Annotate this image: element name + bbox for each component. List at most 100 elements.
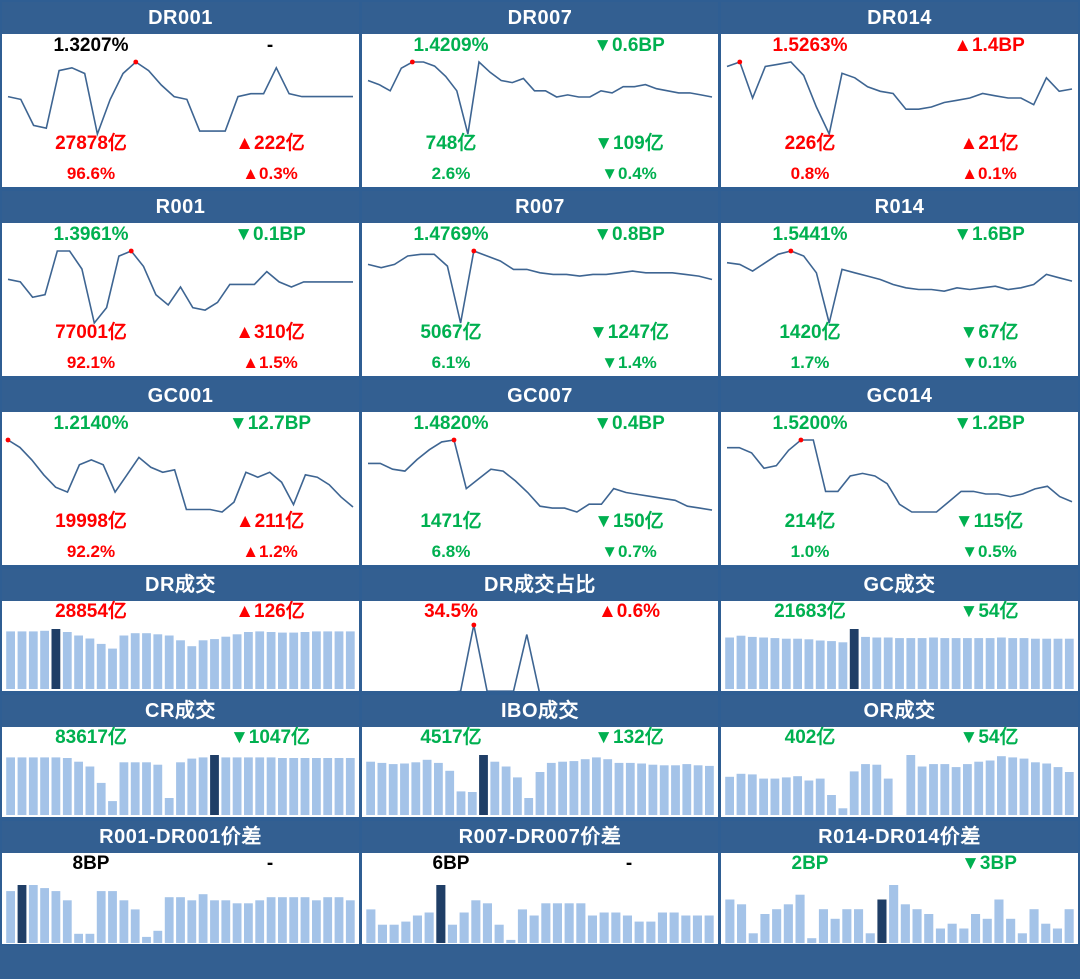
panel-body: 28854亿 ▲126亿 bbox=[2, 601, 359, 691]
panel-ibo_vol: IBO成交 4517亿 ▼132亿 bbox=[362, 695, 718, 817]
bar bbox=[278, 897, 287, 943]
bar bbox=[692, 915, 702, 943]
volume-change: ▲211亿 bbox=[235, 511, 305, 532]
bar bbox=[334, 758, 344, 815]
rate-change: ▼0.1BP bbox=[234, 224, 306, 245]
bar bbox=[940, 638, 950, 689]
bar bbox=[142, 936, 151, 943]
share-value: 1.0% bbox=[790, 542, 830, 561]
bar bbox=[861, 764, 870, 815]
bar-chart bbox=[725, 755, 1074, 815]
bar bbox=[781, 638, 791, 689]
panel-title: R007 bbox=[362, 191, 718, 223]
bar bbox=[783, 904, 793, 943]
bar bbox=[459, 912, 469, 943]
bar bbox=[622, 915, 632, 943]
bar bbox=[671, 765, 680, 815]
panel-body: 402亿 ▼54亿 bbox=[721, 727, 1078, 817]
highlight-point bbox=[471, 622, 477, 628]
bar bbox=[963, 638, 972, 689]
share-value: 1.7% bbox=[790, 353, 830, 372]
panel-body: 1.3207% - 27878亿 ▲222亿 96.6% ▲0.3% bbox=[2, 34, 359, 187]
bar bbox=[334, 897, 344, 943]
panel-body: 83617亿 ▼1047亿 bbox=[2, 727, 359, 817]
bar bbox=[704, 915, 714, 943]
bar bbox=[62, 632, 72, 689]
bar bbox=[266, 757, 276, 815]
bar bbox=[377, 762, 387, 815]
panel-title: R014-DR014价差 bbox=[721, 821, 1078, 853]
rate-value: 34.5% bbox=[424, 601, 478, 622]
bar bbox=[467, 792, 477, 815]
bar bbox=[411, 762, 421, 815]
bar bbox=[838, 642, 848, 689]
bar bbox=[682, 764, 692, 815]
volume-value: 226亿 bbox=[784, 133, 836, 154]
bar bbox=[580, 759, 590, 815]
series-line bbox=[7, 60, 353, 137]
line-chart bbox=[726, 437, 1073, 513]
bar bbox=[1031, 638, 1040, 689]
bar bbox=[736, 635, 746, 689]
bar bbox=[838, 808, 848, 815]
bar bbox=[849, 771, 859, 815]
bar-chart bbox=[366, 885, 714, 943]
bar bbox=[108, 891, 117, 943]
bar bbox=[96, 643, 106, 689]
bar bbox=[108, 801, 117, 815]
panel-title: R001-DR001价差 bbox=[2, 821, 359, 853]
rate-change: ▲0.6% bbox=[597, 601, 661, 622]
bar bbox=[1006, 918, 1016, 943]
bar bbox=[187, 646, 197, 689]
bar bbox=[985, 760, 995, 815]
panel-dr007: DR007 1.4209% ▼0.6BP 748亿 ▼109亿 2.6% ▼0.4% bbox=[362, 2, 718, 187]
bar bbox=[935, 928, 945, 943]
bar bbox=[576, 903, 586, 943]
series-line bbox=[367, 60, 713, 135]
bar bbox=[198, 757, 208, 815]
share-change: ▲1.2% bbox=[242, 542, 298, 561]
line-chart bbox=[367, 437, 713, 513]
bar bbox=[6, 631, 15, 689]
bar bbox=[513, 777, 522, 815]
volume-value: 5067亿 bbox=[420, 322, 482, 343]
panel-gc007: GC007 1.4820% ▼0.4BP 1471亿 ▼150亿 6.8% ▼0.7% bbox=[362, 380, 718, 565]
bar bbox=[541, 903, 551, 943]
bar bbox=[74, 933, 83, 943]
bar bbox=[917, 638, 927, 689]
bar bbox=[176, 640, 185, 689]
panel-r014: R014 1.5441% ▼1.6BP 1420亿 ▼67亿 1.7% ▼0.1% bbox=[721, 191, 1078, 376]
panel-body: 1.5200% ▼1.2BP 214亿 ▼115亿 1.0% ▼0.5% bbox=[721, 412, 1078, 565]
bar bbox=[153, 634, 163, 689]
bar bbox=[323, 897, 333, 943]
panel-cr_vol: CR成交 83617亿 ▼1047亿 bbox=[2, 695, 359, 817]
panel-body: 6BP - bbox=[362, 853, 718, 944]
bar bbox=[221, 636, 231, 689]
bar bbox=[1064, 909, 1074, 943]
bar bbox=[28, 631, 38, 689]
bar bbox=[142, 762, 151, 815]
bar bbox=[865, 933, 875, 943]
bar bbox=[517, 909, 527, 943]
bar bbox=[51, 891, 61, 943]
volume-change: ▼109亿 bbox=[594, 133, 664, 154]
bar bbox=[221, 757, 231, 815]
rate-change: ▼54亿 bbox=[959, 601, 1019, 622]
volume-value: 27878亿 bbox=[55, 133, 127, 154]
rate-value: 1.5441% bbox=[772, 224, 848, 245]
bar bbox=[895, 638, 904, 689]
share-change: ▲0.3% bbox=[242, 164, 298, 183]
bar bbox=[244, 757, 253, 815]
bar-chart bbox=[366, 755, 714, 815]
bar bbox=[770, 638, 780, 689]
bar bbox=[232, 634, 242, 689]
highlight-bar bbox=[210, 755, 219, 815]
panel-title: R001 bbox=[2, 191, 359, 223]
panel-body: 2BP ▼3BP bbox=[721, 853, 1078, 944]
bar bbox=[646, 921, 656, 943]
bar bbox=[85, 638, 95, 689]
bar bbox=[244, 632, 253, 689]
bar bbox=[997, 756, 1006, 815]
series-line bbox=[367, 249, 713, 324]
